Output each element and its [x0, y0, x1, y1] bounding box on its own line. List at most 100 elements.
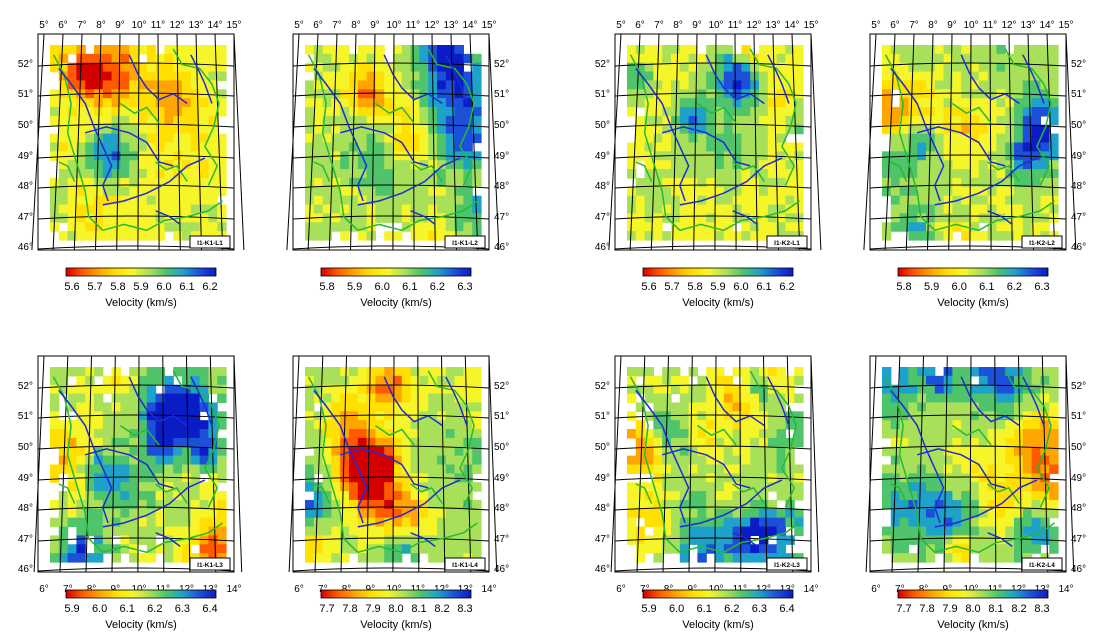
- velocity-cell: [750, 151, 760, 161]
- velocity-cell: [190, 517, 201, 528]
- velocity-cell: [401, 455, 412, 466]
- velocity-cell: [732, 393, 742, 404]
- velocity-cell: [679, 420, 690, 430]
- velocity-cell: [393, 124, 403, 135]
- velocity-cell: [102, 89, 113, 99]
- velocity-cell: [454, 499, 464, 510]
- velocity-cell: [776, 71, 786, 82]
- longitude-tick-label: 13°: [203, 584, 218, 595]
- longitude-tick-label: 9°: [366, 584, 376, 595]
- velocity-cell: [662, 526, 672, 537]
- velocity-cell: [349, 437, 359, 448]
- velocity-cell: [393, 142, 403, 152]
- velocity-cell: [679, 482, 690, 492]
- velocity-cell: [190, 107, 201, 117]
- velocity-cell: [1049, 437, 1059, 448]
- velocity-cell: [934, 455, 945, 466]
- velocity-cell: [1005, 222, 1015, 232]
- velocity-cell: [313, 455, 324, 466]
- velocity-cell: [978, 411, 989, 421]
- velocity-cell: [627, 491, 637, 501]
- velocity-cell: [85, 177, 95, 188]
- velocity-cell: [155, 53, 165, 64]
- velocity-cell: [715, 544, 725, 554]
- velocity-cell: [890, 491, 901, 501]
- velocity-cell: [943, 231, 953, 241]
- longitude-line: [431, 33, 436, 251]
- border-line: [58, 483, 76, 504]
- velocity-cell: [1031, 429, 1041, 439]
- velocity-cell: [715, 437, 725, 448]
- velocity-cell: [384, 133, 394, 144]
- velocity-cell: [934, 71, 945, 82]
- velocity-cell: [454, 169, 464, 179]
- velocity-cell: [715, 142, 725, 152]
- velocity-cell: [340, 71, 350, 82]
- velocity-cell: [472, 455, 482, 466]
- velocity-cell: [978, 107, 989, 117]
- velocity-cell: [961, 464, 971, 474]
- velocity-cell: [952, 107, 962, 117]
- velocity-cell: [437, 45, 447, 55]
- velocity-cell: [305, 411, 315, 421]
- velocity-cell: [1049, 420, 1059, 430]
- velocity-cell: [908, 446, 918, 457]
- velocity-cell: [987, 169, 997, 179]
- velocity-cell: [987, 526, 997, 537]
- velocity-cell: [305, 367, 315, 377]
- velocity-cell: [322, 204, 332, 215]
- velocity-cell: [662, 107, 672, 117]
- velocity-cell: [794, 464, 804, 474]
- velocity-cell: [662, 367, 672, 377]
- velocity-cell: [996, 177, 1006, 188]
- velocity-cell: [943, 553, 953, 563]
- velocity-cell: [908, 115, 918, 126]
- velocity-cell: [199, 186, 209, 197]
- river-line: [313, 67, 368, 202]
- velocity-cell: [970, 98, 980, 108]
- velocity-cell: [393, 508, 403, 519]
- velocity-cell: [393, 411, 403, 421]
- velocity-cell: [393, 437, 403, 448]
- velocity-cell: [1031, 367, 1041, 377]
- velocity-cell: [732, 80, 742, 90]
- velocity-cell: [472, 464, 482, 474]
- river-line: [190, 376, 213, 426]
- velocity-cell: [199, 45, 209, 55]
- velocity-cell: [472, 89, 482, 99]
- velocity-cell: [164, 80, 174, 90]
- velocity-cell: [190, 124, 201, 135]
- velocity-cell: [313, 491, 324, 501]
- velocity-cell: [697, 62, 707, 73]
- longitude-tick-label: 11°: [411, 584, 425, 595]
- velocity-cell: [146, 393, 157, 404]
- velocity-cell: [375, 482, 385, 492]
- velocity-cell: [120, 169, 130, 179]
- velocity-cell: [776, 384, 786, 395]
- velocity-cell: [146, 499, 157, 510]
- velocity-cell: [688, 53, 698, 64]
- velocity-cell: [987, 231, 997, 241]
- velocity-cell: [776, 53, 786, 64]
- velocity-cell: [671, 204, 681, 215]
- velocity-cell: [366, 71, 376, 82]
- velocity-cell: [217, 204, 227, 215]
- velocity-cell: [58, 499, 69, 510]
- velocity-cell: [706, 231, 716, 241]
- longitude-line: [608, 33, 622, 251]
- velocity-cell: [445, 482, 456, 492]
- velocity-cell: [76, 437, 86, 448]
- river-line: [128, 376, 188, 427]
- velocity-cell: [120, 142, 130, 152]
- velocity-cell: [776, 204, 786, 215]
- velocity-cell: [732, 204, 742, 215]
- velocity-cell: [173, 402, 183, 412]
- border-line: [987, 161, 1020, 182]
- velocity-cell: [635, 195, 646, 206]
- longitude-line: [927, 33, 934, 251]
- velocity-cell: [428, 133, 438, 144]
- velocity-cell: [67, 508, 77, 519]
- colorbar-tick-label: 6.3: [752, 603, 767, 615]
- velocity-cell: [679, 45, 690, 55]
